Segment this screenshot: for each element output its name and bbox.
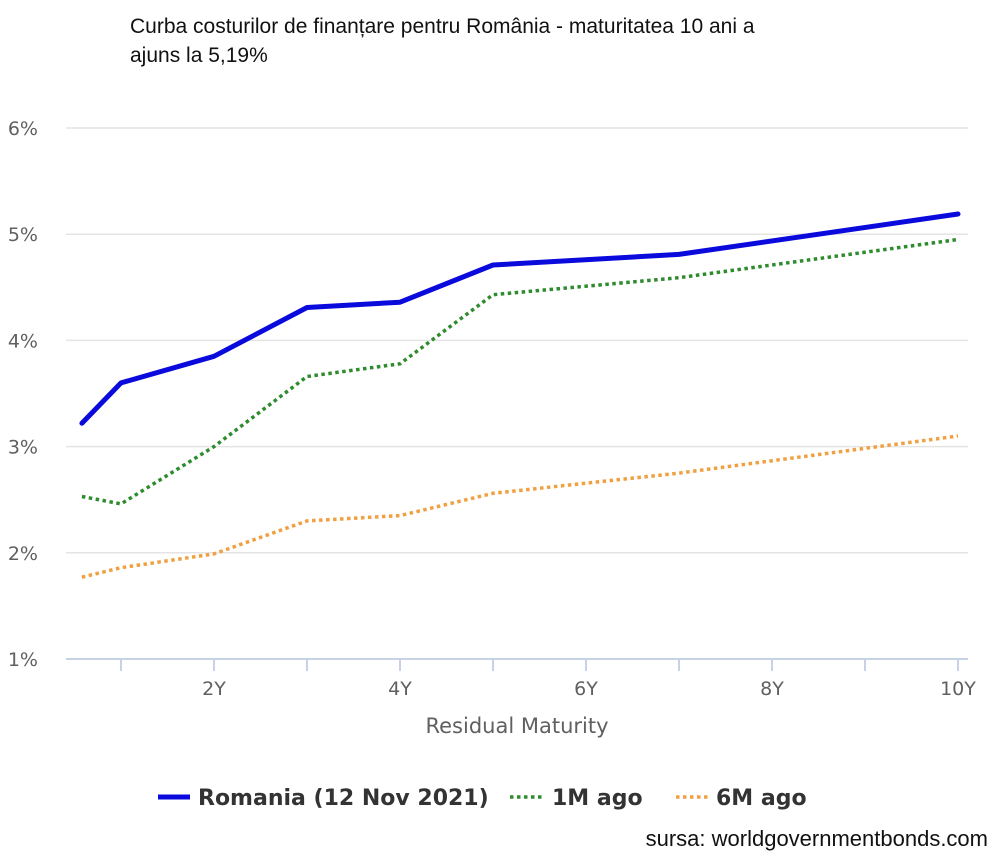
x-tick-label: 6Y xyxy=(574,678,598,700)
legend-label: 1M ago xyxy=(552,786,643,811)
y-tick-label: 4% xyxy=(8,330,38,352)
legend-item-romania[interactable]: Romania (12 Nov 2021) xyxy=(158,786,489,811)
x-tick-label: 4Y xyxy=(388,678,412,700)
series-6m-ago-line xyxy=(81,434,959,579)
source-credit: sursa: worldgovernmentbonds.com xyxy=(645,826,988,851)
chart-title-line-2: ajuns la 5,19% xyxy=(130,44,268,67)
y-tick-label: 6% xyxy=(8,118,38,140)
grid-lines xyxy=(66,127,968,554)
y-axis-tick-labels: 1% 2% 3% 4% 5% 6% xyxy=(8,118,38,671)
y-tick-label: 1% xyxy=(8,649,38,671)
x-axis xyxy=(66,658,968,671)
legend-label: 6M ago xyxy=(716,786,807,811)
y-tick-label: 2% xyxy=(8,543,38,565)
legend: Romania (12 Nov 2021) 1M ago 6M ago xyxy=(158,786,807,811)
y-tick-label: 5% xyxy=(8,224,38,246)
y-tick-label: 3% xyxy=(8,437,38,459)
x-tick-label: 10Y xyxy=(940,678,976,700)
chart-title: Curba costurilor de finanțare pentru Rom… xyxy=(130,12,890,70)
legend-label: Romania (12 Nov 2021) xyxy=(198,786,489,811)
x-tick-label: 2Y xyxy=(202,678,226,700)
series-lines xyxy=(79,211,961,579)
x-axis-label: Residual Maturity xyxy=(425,714,608,738)
x-tick-label: 8Y xyxy=(760,678,784,700)
series-romania-line xyxy=(79,211,961,426)
legend-item-6m-ago[interactable]: 6M ago xyxy=(676,786,807,811)
x-axis-tick-labels: 2Y 4Y 6Y 8Y 10Y xyxy=(202,678,976,700)
chart-title-line-1: Curba costurilor de finanțare pentru Rom… xyxy=(130,15,755,38)
legend-item-1m-ago[interactable]: 1M ago xyxy=(510,786,643,811)
series-1m-ago-line xyxy=(81,237,959,506)
